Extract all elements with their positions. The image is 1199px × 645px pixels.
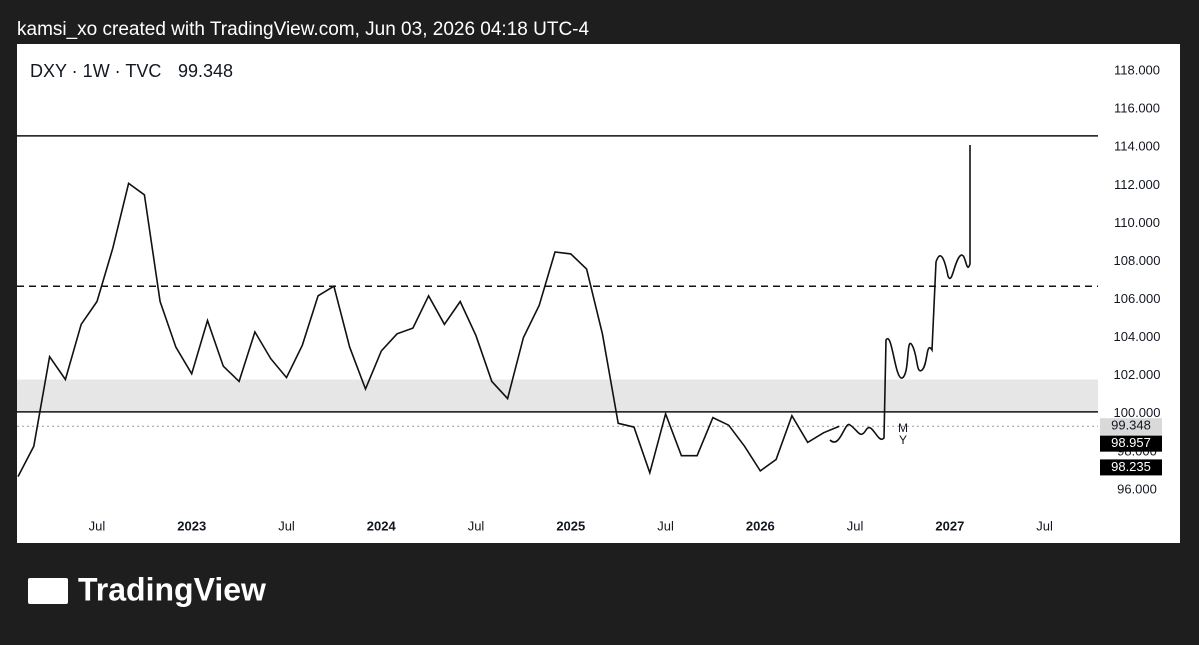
mark-label: Y: [899, 433, 907, 447]
y-tick-label: 106.000: [1114, 291, 1161, 306]
x-tick-label: 2023: [177, 518, 206, 533]
symbol: DXY · 1W · TVC: [30, 61, 161, 81]
brand: TradingView: [78, 571, 266, 607]
x-tick-label: 2025: [556, 518, 585, 533]
x-tick-label: Jul: [657, 518, 674, 533]
price-badge: [1100, 459, 1162, 476]
y-tick-label: 104.000: [1114, 329, 1161, 344]
x-tick-label: 2026: [746, 518, 775, 533]
symbol-price: 99.348: [178, 61, 233, 81]
x-tick-label: 2027: [935, 518, 964, 533]
y-tick-label: 118.000: [1114, 63, 1160, 78]
y-tick-label: 102.000: [1114, 367, 1161, 382]
y-tick-label: 108.000: [1114, 253, 1161, 268]
price-badge: [1100, 435, 1162, 452]
zone: [17, 379, 1098, 412]
brand-logo: [28, 578, 68, 604]
mark-label: M: [898, 421, 908, 435]
x-tick-label: Jul: [89, 518, 106, 533]
y-tick-label: 96.000: [1117, 481, 1157, 496]
price-badge-label: 98.235: [1111, 459, 1151, 474]
chart-panel: [17, 44, 1180, 543]
x-tick-label: Jul: [468, 518, 485, 533]
price-badge: [1100, 418, 1162, 435]
x-tick-label: Jul: [1036, 518, 1053, 533]
price-badge-label: 98.957: [1111, 435, 1151, 450]
y-tick-label: 114.000: [1114, 139, 1160, 154]
header: kamsi_xo created with TradingView.com, J…: [17, 19, 589, 40]
y-tick-label: 116.000: [1114, 101, 1160, 116]
y-tick-label: 110.000: [1114, 215, 1160, 230]
projection-drawing: [829, 145, 971, 443]
x-tick-label: 2024: [367, 518, 397, 533]
price-line: [17, 182, 840, 477]
x-tick-label: Jul: [847, 518, 864, 533]
y-tick-label: 112.000: [1114, 177, 1160, 192]
x-tick-label: Jul: [278, 518, 295, 533]
y-tick-label: 100.000: [1114, 405, 1161, 420]
price-badge-label: 99.348: [1111, 418, 1151, 433]
